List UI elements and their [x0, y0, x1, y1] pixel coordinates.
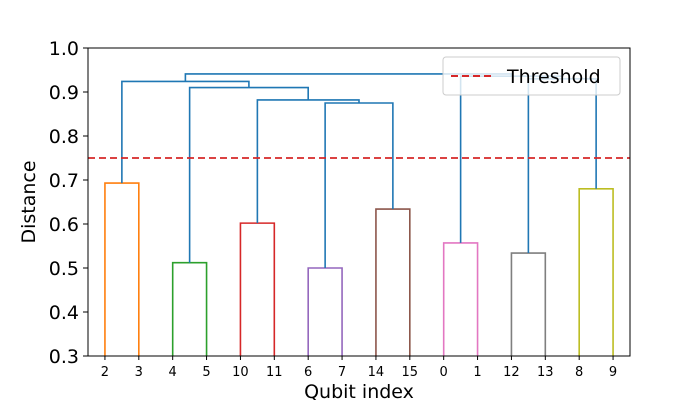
legend: Threshold [442, 56, 621, 96]
leaf-label-12: 12 [503, 365, 520, 380]
y-tick-label-4: 0.7 [49, 170, 79, 192]
leaf-label-2: 2 [101, 365, 109, 380]
plot-frame [87, 47, 631, 357]
dendrogram-link-2 [239, 222, 276, 356]
legend-threshold-label: Threshold [506, 66, 601, 88]
leaf-label-0: 0 [440, 365, 448, 380]
dendrogram-link-5 [442, 242, 479, 356]
leaf-label-4: 4 [169, 365, 177, 380]
dendrogram-link-11 [121, 80, 250, 184]
y-tick-label-1: 0.4 [49, 302, 79, 324]
dendrogram-link-13 [459, 75, 564, 243]
y-axis: 0.3 0.4 0.5 0.6 0.7 0.8 0.9 1.0 [49, 38, 88, 368]
dendrogram-link-8 [324, 102, 394, 268]
dendrogram-link-9 [256, 99, 360, 224]
y-tick-label-3: 0.6 [49, 214, 79, 236]
leaf-label-5: 5 [202, 365, 210, 380]
dendrogram-link-0 [104, 182, 140, 356]
links-layer [104, 73, 614, 356]
y-tick-label-7: 1.0 [49, 38, 79, 60]
leaf-label-9: 9 [609, 365, 617, 380]
leaf-label-6: 6 [304, 365, 312, 380]
x-axis-label: Qubit index [304, 381, 414, 400]
leaf-label-7: 7 [338, 365, 346, 380]
leaf-label-14: 14 [368, 365, 385, 380]
leaf-label-8: 8 [575, 365, 583, 380]
leaf-label-1: 1 [473, 365, 481, 380]
dendrogram-link-1 [171, 261, 208, 356]
legend-box [442, 56, 621, 96]
y-tick-label-6: 0.9 [49, 82, 79, 104]
dendrogram-link-12 [527, 78, 597, 254]
dendrogram-link-4 [375, 208, 411, 356]
leaf-label-3: 3 [135, 365, 143, 380]
dendrogram-link-3 [307, 267, 343, 356]
y-tick-label-2: 0.5 [49, 258, 79, 280]
leaf-label-10: 10 [232, 365, 249, 380]
x-axis: 2 3 4 5 10 11 6 7 14 15 0 1 12 13 8 9 [101, 356, 617, 380]
dendrogram-link-10 [188, 86, 309, 263]
leaf-label-15: 15 [402, 365, 419, 380]
leaf-label-11: 11 [266, 365, 283, 380]
y-tick-label-0: 0.3 [49, 346, 79, 368]
y-tick-label-5: 0.8 [49, 126, 79, 148]
dendrogram-link-7 [578, 188, 614, 356]
leaf-label-13: 13 [537, 365, 554, 380]
dendrogram-link-6 [510, 252, 547, 356]
y-axis-label: Distance [18, 160, 40, 243]
